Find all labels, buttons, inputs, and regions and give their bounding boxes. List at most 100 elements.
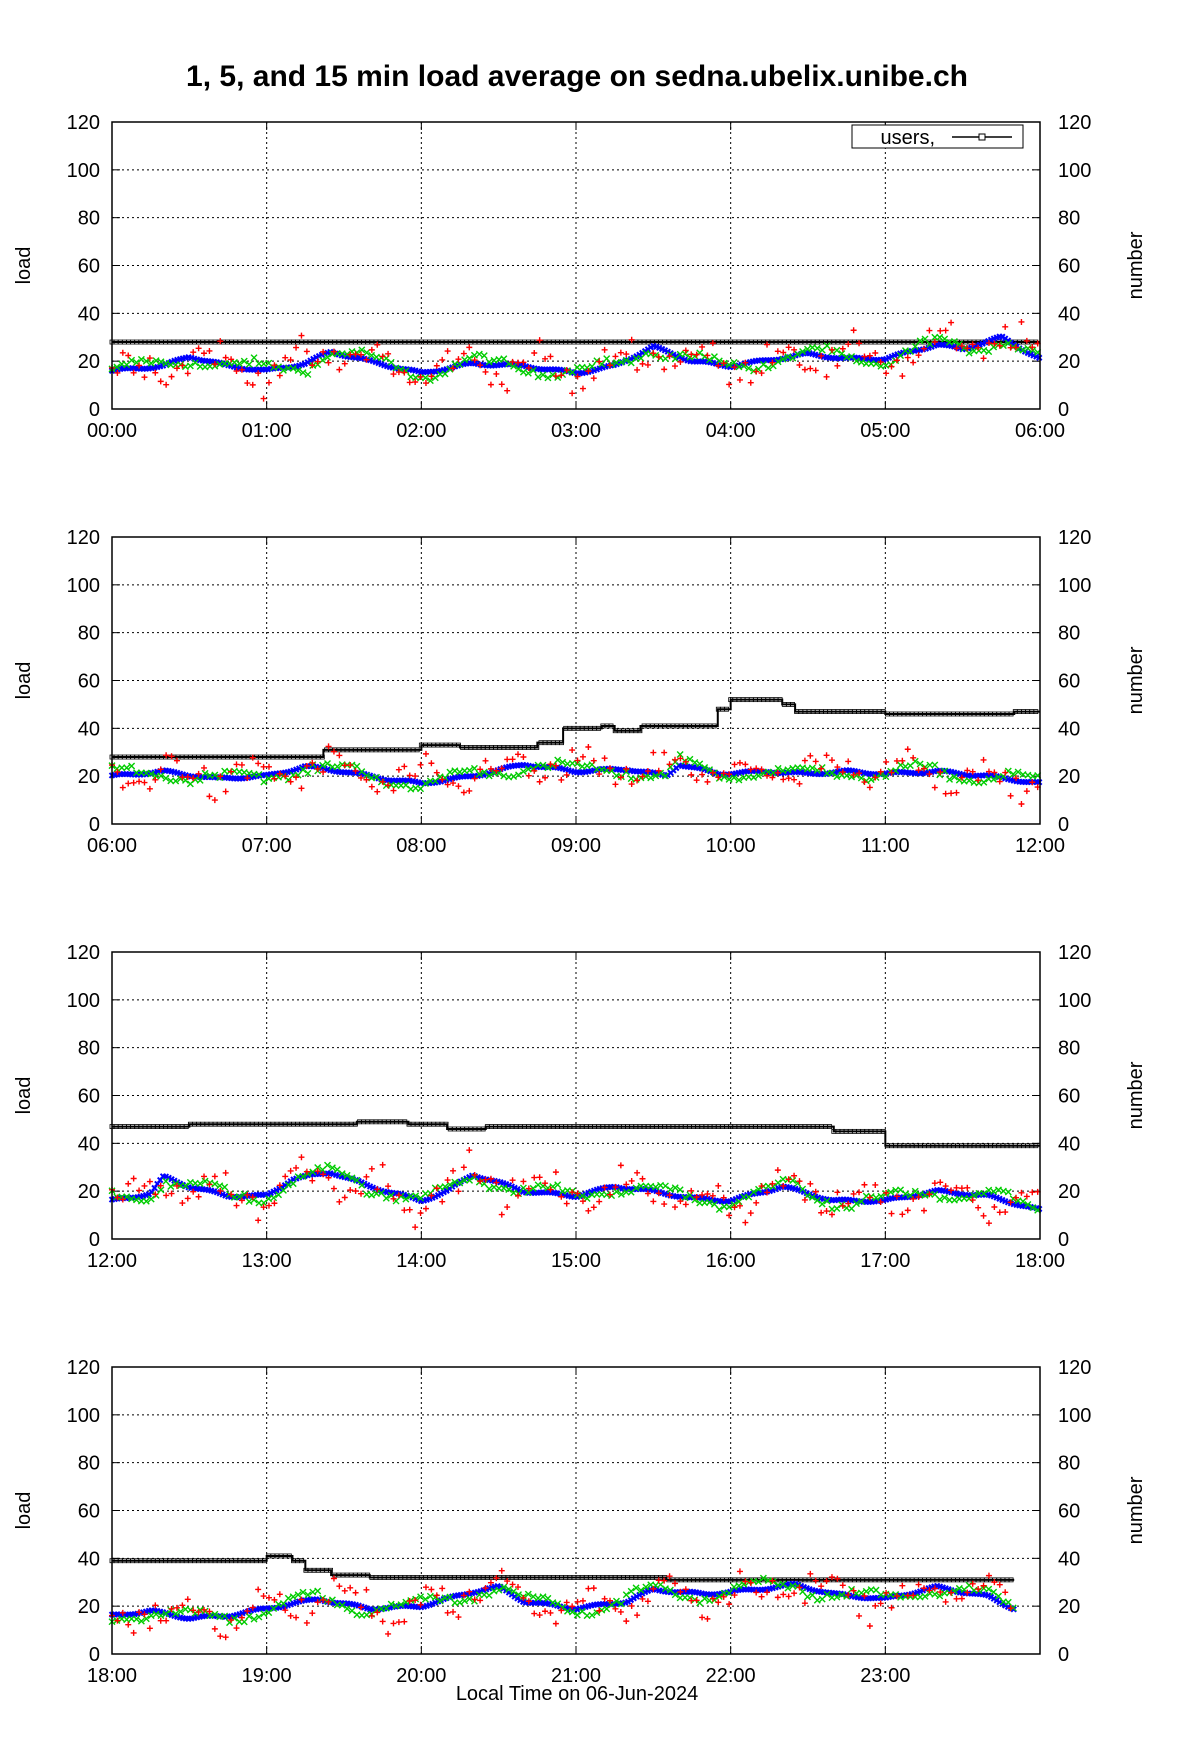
load-5min-point bbox=[833, 773, 841, 781]
load-1min-point bbox=[352, 351, 359, 358]
load-1min-point bbox=[136, 362, 143, 369]
load-5min-point bbox=[755, 1578, 763, 1586]
load-5min-point bbox=[500, 1184, 508, 1192]
load-1min-point bbox=[552, 1169, 559, 1176]
load-5min-point bbox=[554, 756, 562, 764]
load-5min-point bbox=[240, 357, 248, 365]
load-1min-point bbox=[861, 1593, 868, 1600]
load-5min-point bbox=[485, 358, 493, 366]
load-5min-point bbox=[304, 1591, 312, 1599]
load-1min-point bbox=[493, 767, 500, 774]
load-5min-point bbox=[852, 1200, 860, 1208]
y-axis-label: load bbox=[13, 662, 35, 700]
legend-sample-marker bbox=[978, 133, 986, 141]
load-5min-point bbox=[142, 1197, 150, 1205]
load-1min-point bbox=[504, 756, 511, 763]
load-1min-point bbox=[726, 1212, 733, 1219]
load-5min-point bbox=[245, 1612, 253, 1620]
load-1min-point bbox=[498, 765, 505, 772]
load-1min-point bbox=[466, 787, 473, 794]
load-1min-point bbox=[542, 774, 549, 781]
load-1min-point bbox=[433, 1185, 440, 1192]
load-1min-point bbox=[276, 1591, 283, 1598]
x-tick-label: 05:00 bbox=[860, 420, 910, 442]
load-1min-point bbox=[455, 1188, 462, 1195]
users-marker bbox=[534, 745, 540, 750]
load-1min-point bbox=[558, 372, 565, 379]
load-1min-point bbox=[244, 775, 251, 782]
load-5min-point bbox=[603, 355, 611, 363]
load-1min-point bbox=[525, 1185, 532, 1192]
load-1min-point bbox=[980, 1582, 987, 1589]
load-5min-point bbox=[294, 367, 302, 375]
y2-tick-label: 60 bbox=[1058, 256, 1080, 278]
load-1min-point bbox=[704, 778, 711, 785]
load-1min-point bbox=[136, 778, 143, 785]
load-1min-point bbox=[1023, 1193, 1030, 1200]
load-1min-point bbox=[682, 347, 689, 354]
load-1min-point bbox=[996, 342, 1003, 349]
load-5min-point bbox=[789, 1177, 797, 1185]
load-1min-point bbox=[444, 348, 451, 355]
y2-tick-label: 100 bbox=[1058, 160, 1091, 182]
load-1min-point bbox=[493, 1179, 500, 1186]
load-1min-point bbox=[834, 1575, 841, 1582]
load-1min-point bbox=[845, 758, 852, 765]
load-1min-point bbox=[612, 1184, 619, 1191]
load-1min-point bbox=[325, 1174, 332, 1181]
load-5min-point bbox=[363, 349, 371, 357]
load-1min-point bbox=[358, 774, 365, 781]
load-1min-point bbox=[201, 764, 208, 771]
load-5min-point bbox=[911, 1187, 919, 1195]
load-5min-point bbox=[510, 773, 518, 781]
load-1min-point bbox=[276, 770, 283, 777]
load-1min-point bbox=[975, 344, 982, 351]
load-1min-point bbox=[780, 349, 787, 356]
load-1min-point bbox=[152, 1602, 159, 1609]
load-1min-point bbox=[406, 1206, 413, 1213]
load-1min-point bbox=[222, 354, 229, 361]
load-5min-point bbox=[784, 353, 792, 361]
load-5min-point bbox=[642, 772, 650, 780]
load-1min-point bbox=[964, 345, 971, 352]
load-1min-point bbox=[439, 1198, 446, 1205]
load-5min-point bbox=[147, 770, 155, 778]
users-marker bbox=[414, 747, 420, 753]
load-1min-point bbox=[222, 1634, 229, 1641]
load-1min-point bbox=[341, 1194, 348, 1201]
load-1min-point bbox=[547, 1186, 554, 1193]
load-5min-point bbox=[250, 1615, 258, 1623]
x-tick-label: 20:00 bbox=[396, 1665, 446, 1687]
load-1min-point bbox=[975, 1204, 982, 1211]
load-1min-point bbox=[352, 1187, 359, 1194]
load-1min-point bbox=[249, 381, 256, 388]
load-5min-point bbox=[588, 1611, 596, 1619]
users-marker bbox=[777, 697, 783, 703]
load-1min-point bbox=[812, 1188, 819, 1195]
load-1min-point bbox=[644, 768, 651, 775]
load-1min-point bbox=[558, 776, 565, 783]
load-1min-point bbox=[130, 779, 137, 786]
load-1min-point bbox=[639, 360, 646, 367]
users-marker bbox=[1033, 1143, 1039, 1149]
load-1min-point bbox=[671, 1580, 678, 1587]
y-tick-label: 120 bbox=[67, 1357, 100, 1379]
load-1min-point bbox=[146, 785, 153, 792]
load-1min-point bbox=[753, 1199, 760, 1206]
load-1min-point bbox=[168, 1605, 175, 1612]
load-1min-point bbox=[921, 345, 927, 352]
load-5min-point bbox=[461, 1597, 469, 1605]
load-1min-point bbox=[926, 771, 933, 778]
load-5min-point bbox=[921, 1191, 929, 1199]
load-5min-point bbox=[417, 785, 425, 793]
load-1min-point bbox=[136, 1609, 143, 1616]
y-tick-label: 60 bbox=[78, 1501, 100, 1523]
load-5min-point bbox=[573, 760, 581, 768]
load-1min-point bbox=[953, 1595, 960, 1602]
load-1min-point bbox=[590, 757, 597, 764]
x-tick-label: 06:00 bbox=[87, 835, 137, 857]
load-1min-point bbox=[655, 767, 662, 774]
load-5min-point bbox=[172, 1610, 180, 1618]
load-5min-point bbox=[701, 353, 709, 361]
